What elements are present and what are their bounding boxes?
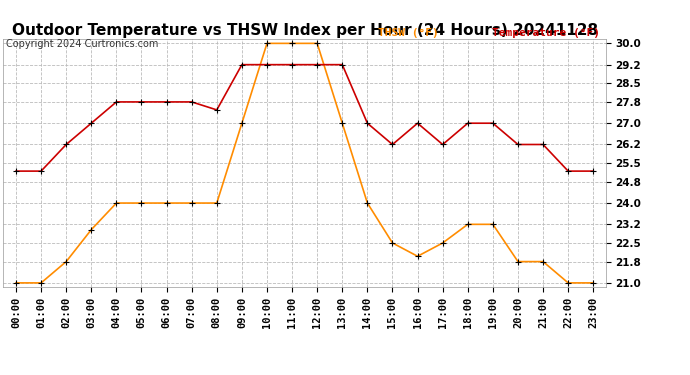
Text: Copyright 2024 Curtronics.com: Copyright 2024 Curtronics.com [6,39,158,50]
Title: Outdoor Temperature vs THSW Index per Hour (24 Hours) 20241128: Outdoor Temperature vs THSW Index per Ho… [12,23,598,38]
Text: THSW (°F): THSW (°F) [378,27,439,38]
Text: Temperature (°F): Temperature (°F) [492,27,600,38]
